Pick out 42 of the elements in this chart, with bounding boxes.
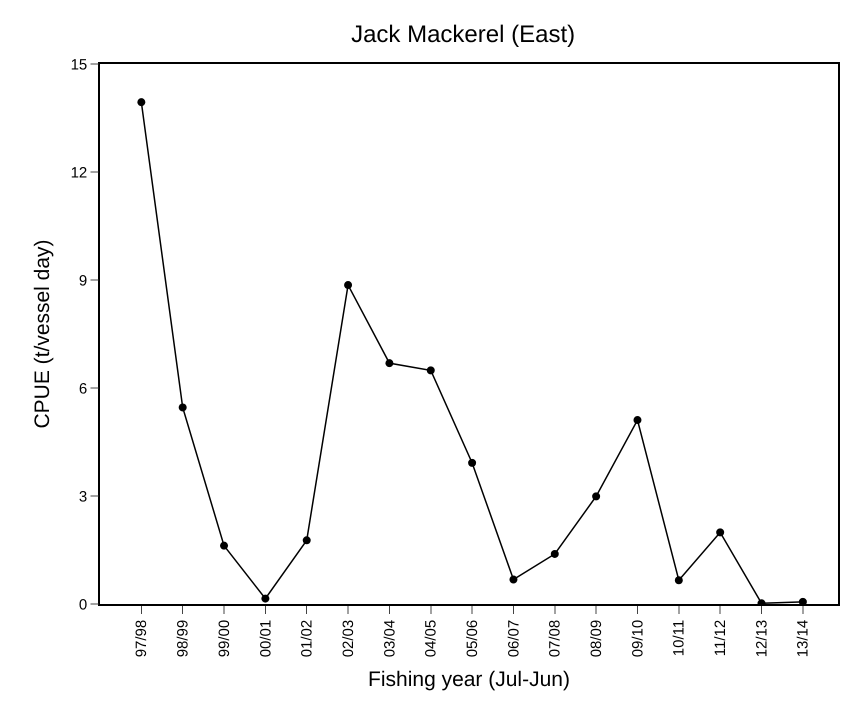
point xyxy=(674,576,683,584)
x-tick-label: 04/05 xyxy=(422,620,440,658)
x-tick-label: 10/11 xyxy=(670,620,688,656)
y-tick-label: 0 xyxy=(78,596,88,614)
y-axis-title: CPUE (t/vessel day) xyxy=(31,239,54,429)
point xyxy=(178,403,187,412)
point xyxy=(633,416,642,424)
y-tick-label: 12 xyxy=(70,164,88,182)
point xyxy=(261,594,270,603)
x-tick-label: 08/09 xyxy=(588,620,606,658)
point xyxy=(592,492,600,500)
x-tick-label: 09/10 xyxy=(629,620,646,658)
point xyxy=(550,550,559,558)
point xyxy=(344,281,352,290)
x-tick-label: 07/08 xyxy=(546,620,564,658)
x-tick-label: 02/03 xyxy=(340,620,357,658)
point xyxy=(137,98,146,106)
y-tick-label: 3 xyxy=(78,488,88,506)
x-tick-label: 05/06 xyxy=(464,620,481,658)
point xyxy=(798,598,807,604)
x-tick-label: 00/01 xyxy=(257,620,274,658)
y-tick-label: 15 xyxy=(70,56,88,74)
x-tick-label: 97/98 xyxy=(133,620,150,658)
point xyxy=(509,576,518,584)
x-tick-label: 03/04 xyxy=(381,620,398,658)
point xyxy=(302,536,311,544)
x-tick-label: 06/07 xyxy=(505,620,522,658)
x-tick-label: 99/00 xyxy=(216,620,233,658)
x-axis-title: Fishing year (Jul-Jun) xyxy=(368,668,570,691)
x-tick-label: 11/12 xyxy=(712,620,730,656)
x-tick-label: 01/02 xyxy=(298,620,316,658)
x-tick-label: 12/13 xyxy=(753,620,770,658)
point xyxy=(426,366,435,374)
chart-title: Jack Mackerel (East) xyxy=(351,21,576,48)
point xyxy=(716,528,724,536)
x-tick-label: 13/14 xyxy=(794,620,812,658)
point xyxy=(468,458,476,467)
point xyxy=(220,542,228,550)
point xyxy=(385,359,394,368)
y-tick-label: 6 xyxy=(78,380,88,398)
y-tick-label: 9 xyxy=(78,272,88,290)
x-tick-label: 98/99 xyxy=(174,620,192,658)
